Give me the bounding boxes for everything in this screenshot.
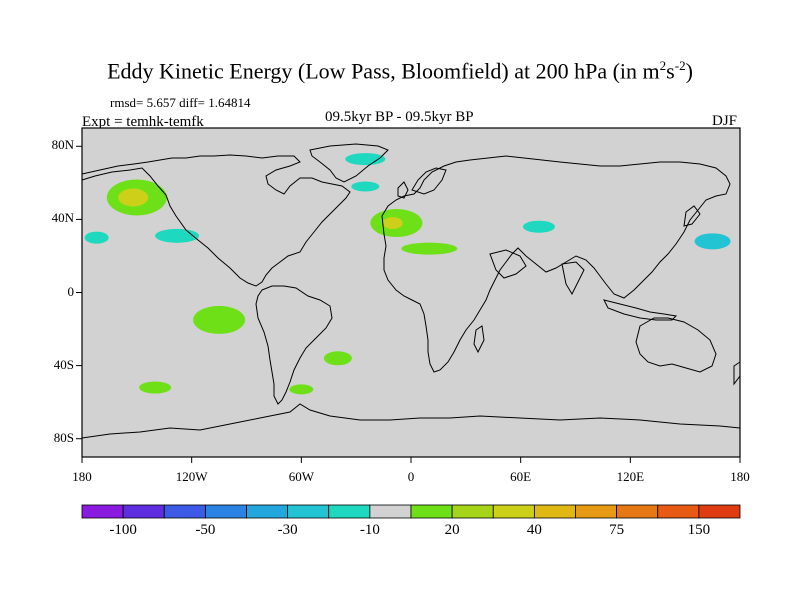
colorbar-label: -30 xyxy=(277,522,298,538)
coastline-japan xyxy=(683,205,701,227)
coastline-india xyxy=(561,261,585,296)
colorbar-box xyxy=(328,504,371,519)
lon-label: 180 xyxy=(730,469,750,484)
coastline-australia xyxy=(635,317,717,373)
colorbar-box xyxy=(657,504,700,519)
lon-label: 180 xyxy=(72,469,92,484)
colorbar-box xyxy=(698,504,741,519)
coastline-south-america xyxy=(255,285,333,405)
colorbar-label: -50 xyxy=(195,522,216,538)
colorbar-box xyxy=(575,504,618,519)
colorbar xyxy=(81,504,741,519)
colorbar-box xyxy=(616,504,659,519)
anomaly-europe-core xyxy=(382,217,403,230)
anomaly-north-pacific-core xyxy=(118,188,149,207)
coastline-north-america xyxy=(81,154,351,287)
coastlines xyxy=(81,143,741,439)
coastline-arabia xyxy=(489,249,527,279)
colorbar-box xyxy=(204,504,247,519)
colorbar-label: 75 xyxy=(609,522,625,538)
lat-label: 40S xyxy=(53,356,74,372)
colorbar-box xyxy=(246,504,289,519)
coastline-madagascar xyxy=(473,325,485,354)
period-label: 09.5kyr BP - 09.5kyr BP xyxy=(325,109,474,125)
coastline-scandinavia xyxy=(411,167,447,195)
anomaly-sahara-positive xyxy=(401,242,458,255)
anomaly-atlantic-negative xyxy=(351,181,380,192)
coastline-antarctica xyxy=(81,403,741,439)
map-frame xyxy=(82,128,740,457)
anomaly-nw-pacific-negative xyxy=(84,231,109,244)
anomaly-southern-ocean-positive-2 xyxy=(289,384,314,395)
season-label: DJF xyxy=(712,113,738,129)
colorbar-box xyxy=(287,504,330,519)
colorbar-box xyxy=(81,504,124,519)
anomaly-central-asia-negative xyxy=(522,220,555,233)
colorbar-box xyxy=(122,504,165,519)
colorbar-label: 20 xyxy=(444,522,460,538)
coastline-indonesia xyxy=(603,299,678,321)
coastline-greenland xyxy=(309,143,389,183)
colorbar-box xyxy=(163,504,206,519)
lon-label: 120E xyxy=(616,469,645,484)
chart-title: Eddy Kinetic Energy (Low Pass, Bloomfiel… xyxy=(107,58,693,84)
rmsd-diff-stats: rmsd= 5.657 diff= 1.64814 xyxy=(110,95,251,110)
anomaly-greenland-negative xyxy=(345,153,386,166)
experiment-label: Expt = temhk-temfk xyxy=(82,114,204,130)
colorbar-label: 40 xyxy=(526,522,542,538)
colorbar-box xyxy=(533,504,576,519)
anomaly-fills xyxy=(84,153,731,395)
lon-label: 60E xyxy=(510,469,532,484)
colorbar-label: 150 xyxy=(687,522,711,538)
anomaly-south-atlantic-positive xyxy=(323,351,352,366)
lat-label: 80S xyxy=(53,429,74,445)
lon-label: 120W xyxy=(175,469,208,484)
anomaly-west-pacific-negative xyxy=(694,233,731,250)
colorbar-box xyxy=(492,504,535,519)
lat-label: 80N xyxy=(51,137,74,153)
coastline-eurasia-africa xyxy=(381,155,731,373)
lat-label: 40N xyxy=(51,210,74,226)
axis-ticks xyxy=(76,145,741,463)
anomaly-southern-ocean-positive xyxy=(139,381,172,394)
lon-label: 60W xyxy=(288,469,314,484)
colorbar-label: -10 xyxy=(359,522,380,538)
anomaly-east-pacific-south-positive xyxy=(193,305,246,334)
colorbar-box xyxy=(369,504,412,519)
colorbar-box xyxy=(451,504,494,519)
lon-label: 0 xyxy=(407,469,415,484)
colorbar-box xyxy=(410,504,453,519)
colorbar-label: -100 xyxy=(109,522,137,538)
coastline-britain xyxy=(397,181,409,199)
lat-label: 0 xyxy=(67,283,75,299)
